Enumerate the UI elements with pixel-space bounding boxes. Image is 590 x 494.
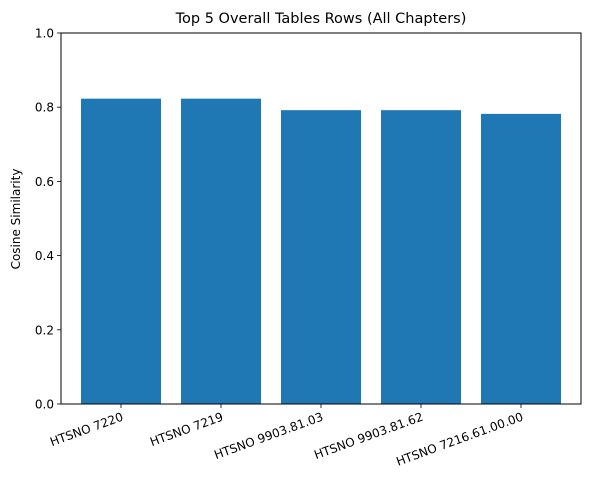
x-tick-label: HTSNO 9903.81.03 bbox=[212, 410, 325, 462]
y-axis-label: Cosine Similarity bbox=[9, 169, 23, 270]
plot-frame bbox=[60, 32, 582, 405]
bar-2 bbox=[181, 98, 261, 405]
y-axis: 0.0 0.2 0.4 0.6 0.8 1.0 bbox=[35, 27, 61, 412]
y-tick-label: 0.4 bbox=[35, 249, 54, 263]
x-tick-label: HTSNO 7220 bbox=[48, 410, 125, 449]
bar-1 bbox=[81, 98, 161, 405]
bar-3 bbox=[281, 110, 361, 405]
y-tick-label: 0.6 bbox=[35, 175, 54, 189]
bar-5 bbox=[481, 113, 561, 404]
y-tick-label: 0.0 bbox=[35, 398, 54, 412]
y-tick-label: 1.0 bbox=[35, 27, 54, 41]
chart-title: Top 5 Overall Tables Rows (All Chapters) bbox=[175, 11, 467, 27]
x-tick-label: HTSNO 7219 bbox=[148, 410, 225, 449]
bars-group bbox=[81, 98, 561, 405]
bar-4 bbox=[381, 110, 461, 405]
y-tick-label: 0.2 bbox=[35, 323, 54, 337]
y-tick-label: 0.8 bbox=[35, 101, 54, 115]
